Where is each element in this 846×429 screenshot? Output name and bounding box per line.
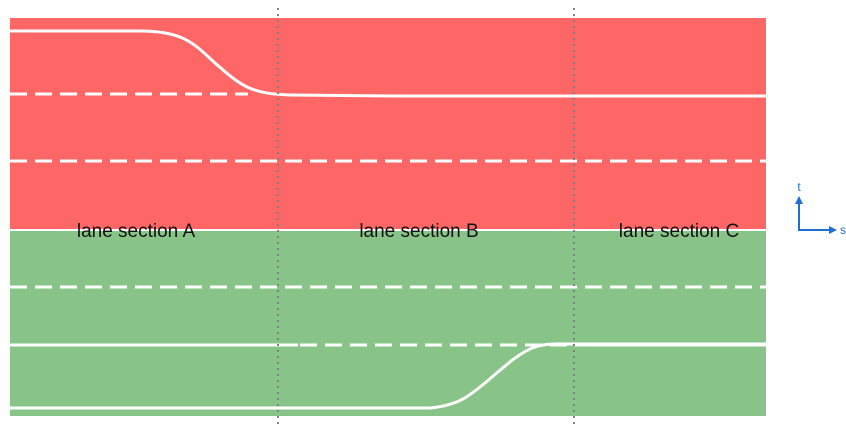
section-label-a: lane section A	[77, 221, 196, 242]
lower-lanes-band	[10, 231, 766, 416]
s-axis-label: s	[840, 223, 846, 237]
section-label-c: lane section C	[619, 221, 739, 242]
section-label-b: lane section B	[359, 221, 478, 242]
t-axis-arrowhead	[795, 196, 803, 204]
lower-outer-lane-border	[10, 342, 766, 410]
upper-lanes-band	[10, 18, 766, 229]
axis-indicator: t s	[795, 180, 846, 237]
upper-outer-lane-border	[10, 29, 766, 98]
t-axis-label: t	[797, 180, 801, 194]
s-axis-arrowhead	[829, 226, 837, 234]
